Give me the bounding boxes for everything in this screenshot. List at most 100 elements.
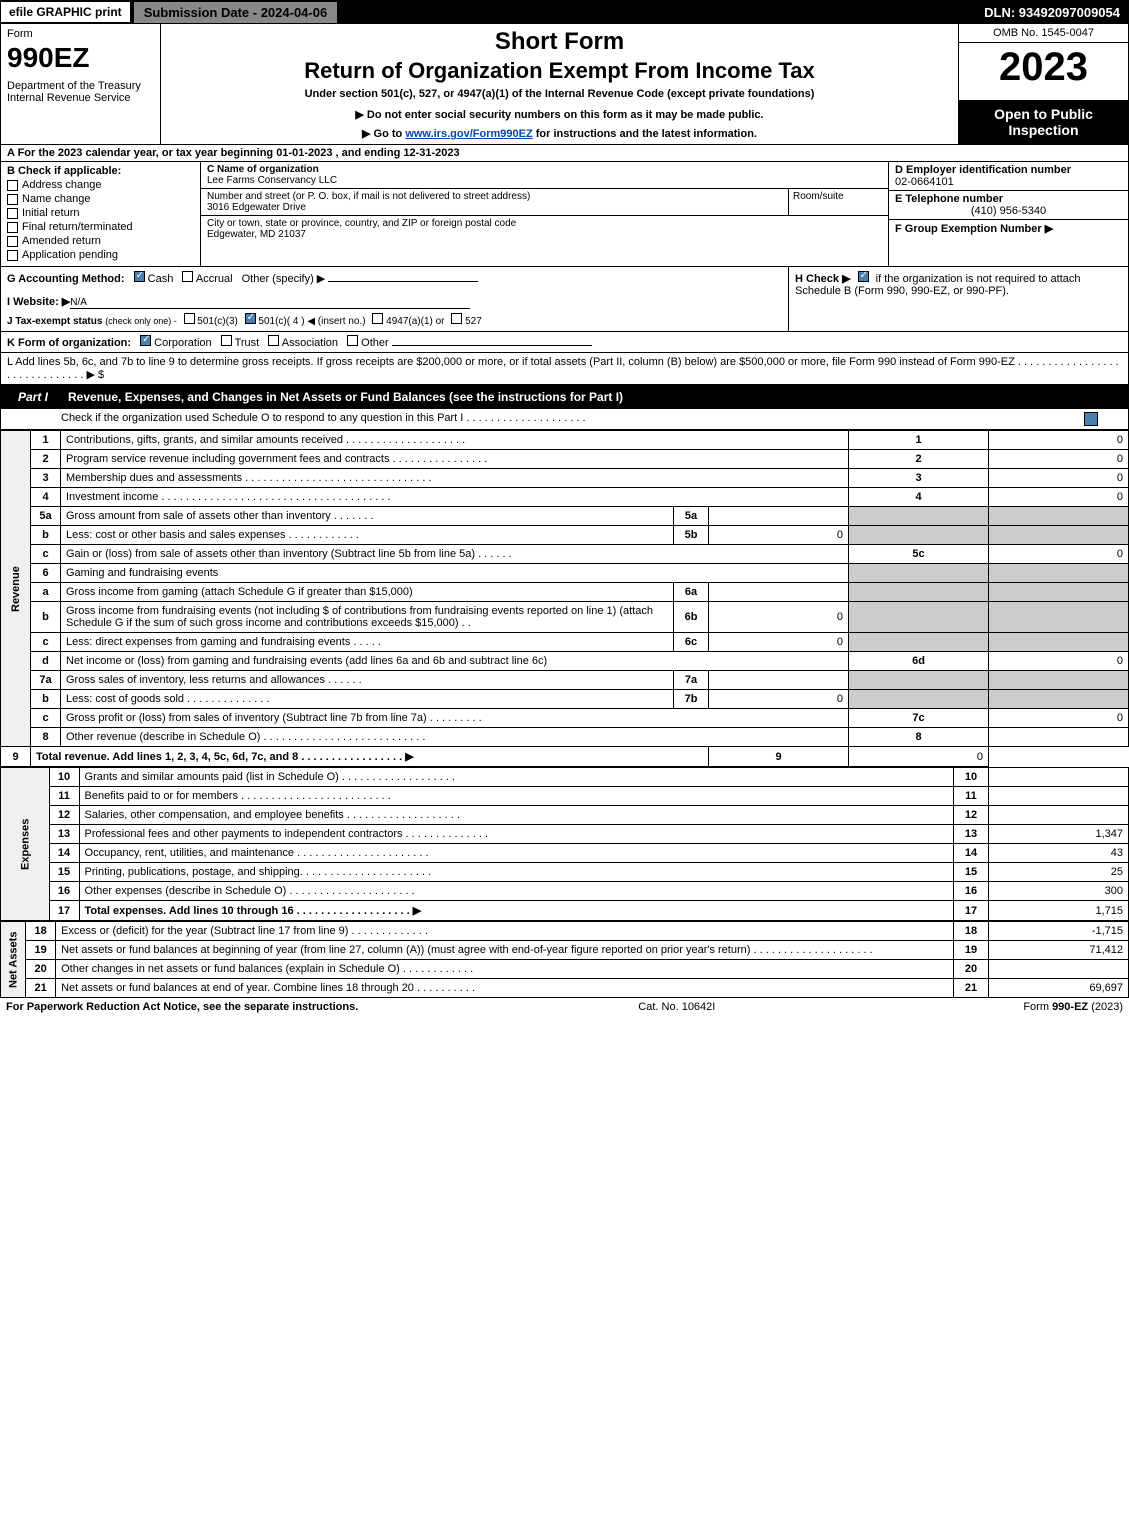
chk-cash[interactable] — [134, 271, 145, 282]
dept-label: Department of the Treasury Internal Reve… — [7, 80, 154, 104]
line-desc: Net income or (loss) from gaming and fun… — [61, 652, 849, 671]
chk-name[interactable] — [7, 194, 18, 205]
box-num: 4 — [849, 488, 989, 507]
g-accrual: Accrual — [196, 273, 233, 285]
footer: For Paperwork Reduction Act Notice, see … — [0, 998, 1129, 1016]
j-label: J Tax-exempt status — [7, 316, 102, 327]
efile-label[interactable]: efile GRAPHIC print — [1, 2, 130, 22]
line-num: b — [31, 526, 61, 545]
box-num-shaded — [849, 671, 989, 690]
chk-part1-scho[interactable] — [1084, 412, 1098, 426]
box-val: 0 — [989, 709, 1129, 728]
line-num: 9 — [1, 747, 31, 767]
omb-number: OMB No. 1545-0047 — [959, 24, 1128, 43]
chk-h[interactable] — [858, 271, 869, 282]
line-desc: Gross income from gaming (attach Schedul… — [61, 583, 674, 602]
chk-final-label: Final return/terminated — [22, 221, 133, 233]
tax-year: 2023 — [959, 43, 1128, 92]
c-name: Lee Farms Conservancy LLC — [207, 175, 882, 186]
chk-amended[interactable] — [7, 236, 18, 247]
goto-post: for instructions and the latest informat… — [533, 128, 757, 140]
form-title-block: Short Form Return of Organization Exempt… — [161, 24, 958, 144]
line-num: c — [31, 709, 61, 728]
part1-header: Part I Revenue, Expenses, and Changes in… — [0, 385, 1129, 409]
c-city: Edgewater, MD 21037 — [207, 229, 882, 240]
footer-mid: Cat. No. 10642I — [638, 1001, 715, 1013]
box-num-shaded — [849, 602, 989, 633]
box-num: 3 — [849, 469, 989, 488]
box-num: 21 — [954, 979, 989, 998]
box-val: 0 — [989, 469, 1129, 488]
j-opt3: 527 — [465, 316, 482, 327]
ssn-notice: ▶ Do not enter social security numbers o… — [171, 108, 948, 121]
box-val: 300 — [989, 882, 1129, 901]
line-desc: Gross sales of inventory, less returns a… — [61, 671, 674, 690]
line-desc: Excess or (deficit) for the year (Subtra… — [56, 922, 954, 941]
chk-pending[interactable] — [7, 250, 18, 261]
g-label: G Accounting Method: — [7, 273, 125, 285]
form-id-block: Form 990EZ Department of the Treasury In… — [1, 24, 161, 144]
box-val: 43 — [989, 844, 1129, 863]
box-val: 1,347 — [989, 825, 1129, 844]
box-val: 0 — [989, 431, 1129, 450]
box-num: 14 — [954, 844, 989, 863]
chk-4947[interactable] — [372, 313, 383, 324]
d-tel: (410) 956-5340 — [895, 205, 1122, 217]
chk-accrual[interactable] — [182, 271, 193, 282]
chk-corp[interactable] — [140, 335, 151, 346]
chk-trust[interactable] — [221, 335, 232, 346]
goto-pre: ▶ Go to — [362, 128, 405, 140]
j-sub: (check only one) - — [105, 316, 177, 326]
box-val-shaded — [989, 633, 1129, 652]
box-num: 12 — [954, 806, 989, 825]
line-num: 13 — [49, 825, 79, 844]
chk-501c3[interactable] — [184, 313, 195, 324]
box-val: 71,412 — [989, 941, 1129, 960]
j-opt0: 501(c)(3) — [197, 316, 238, 327]
chk-amended-label: Amended return — [22, 235, 101, 247]
box-val-shaded — [989, 564, 1129, 583]
box-num: 18 — [954, 922, 989, 941]
section-bcd: B Check if applicable: Address change Na… — [0, 162, 1129, 267]
h-label: H Check ▶ — [795, 273, 851, 285]
chk-527[interactable] — [451, 313, 462, 324]
sub-num: 6c — [674, 633, 709, 652]
c-city-label: City or town, state or province, country… — [207, 218, 882, 229]
line-num: b — [31, 602, 61, 633]
chk-final[interactable] — [7, 222, 18, 233]
box-num: 17 — [954, 901, 989, 921]
chk-address[interactable] — [7, 180, 18, 191]
line-desc: Total expenses. Add lines 10 through 16 … — [79, 901, 953, 921]
box-num: 16 — [954, 882, 989, 901]
chk-501c[interactable] — [245, 313, 256, 324]
goto-link[interactable]: www.irs.gov/Form990EZ — [405, 128, 532, 140]
footer-left: For Paperwork Reduction Act Notice, see … — [6, 1001, 358, 1013]
box-num: 10 — [954, 768, 989, 787]
line-num: 19 — [26, 941, 56, 960]
j-opt1: 501(c)( 4 ) ◀ (insert no.) — [258, 316, 365, 327]
g-block: G Accounting Method: Cash Accrual Other … — [1, 267, 788, 331]
chk-name-label: Name change — [22, 193, 91, 205]
sub-num: 7a — [674, 671, 709, 690]
chk-initial[interactable] — [7, 208, 18, 219]
sub-num: 7b — [674, 690, 709, 709]
box-val: 69,697 — [989, 979, 1129, 998]
short-form-title: Short Form — [171, 28, 948, 56]
line-num: 15 — [49, 863, 79, 882]
k-opt0: Corporation — [154, 337, 211, 349]
line-num: 20 — [26, 960, 56, 979]
line-desc: Benefits paid to or for members . . . . … — [79, 787, 953, 806]
box-num: 11 — [954, 787, 989, 806]
line-desc: Gaming and fundraising events — [61, 564, 849, 583]
box-val: 0 — [849, 747, 989, 767]
chk-assoc[interactable] — [268, 335, 279, 346]
box-val-shaded — [989, 671, 1129, 690]
line-num: 1 — [31, 431, 61, 450]
box-num: 1 — [849, 431, 989, 450]
box-val: 0 — [989, 652, 1129, 671]
box-num: 6d — [849, 652, 989, 671]
line-desc: Printing, publications, postage, and shi… — [79, 863, 953, 882]
chk-kother[interactable] — [347, 335, 358, 346]
line-desc: Membership dues and assessments . . . . … — [61, 469, 849, 488]
c-name-label: C Name of organization — [207, 164, 882, 175]
